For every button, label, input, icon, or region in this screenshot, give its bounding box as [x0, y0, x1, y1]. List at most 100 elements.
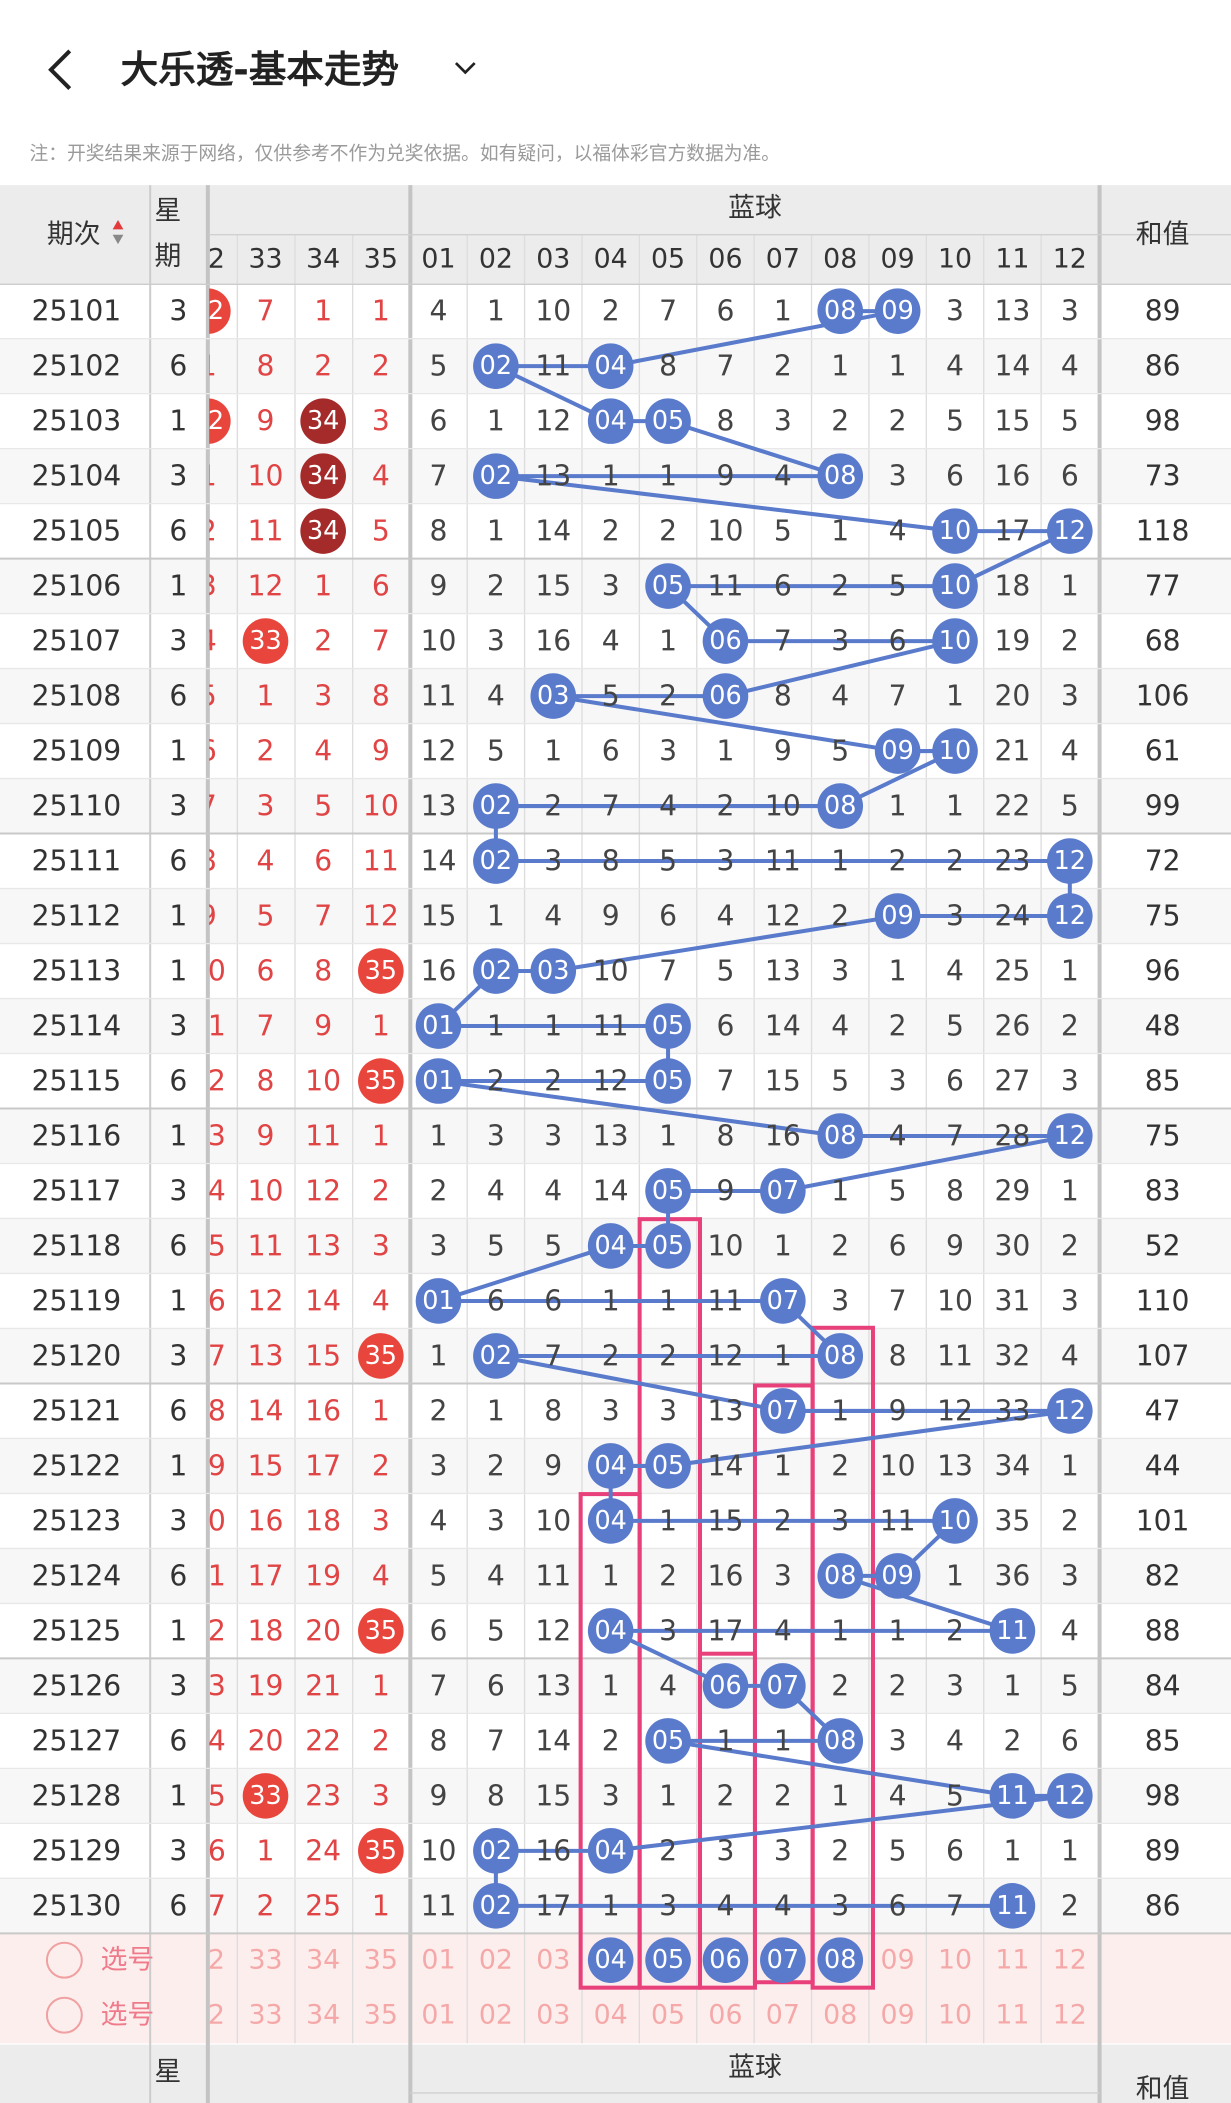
blue-omission: 16 — [535, 1834, 571, 1867]
blue-ball-number: 04 — [594, 351, 626, 381]
blue-omission: 2 — [1061, 1010, 1079, 1043]
pick-number[interactable]: 02 — [479, 2000, 513, 2031]
blue-omission: 1 — [1061, 955, 1079, 988]
column-group-header: 蓝球 — [728, 2052, 782, 2083]
red-ball-number: 35 — [365, 1616, 397, 1646]
sum: 47 — [1145, 1394, 1181, 1427]
pick-number[interactable]: 33 — [248, 2000, 282, 2031]
red-omission: 4 — [199, 625, 217, 658]
blue-omission: 7 — [774, 625, 792, 658]
pick-number[interactable]: 10 — [938, 1945, 972, 1976]
red-omission: 18 — [305, 1504, 341, 1537]
pick-number[interactable]: 34 — [306, 2000, 340, 2031]
blue-ball — [473, 343, 519, 389]
picked-ball[interactable] — [645, 1937, 691, 1983]
red-omission: 27 — [190, 1889, 226, 1922]
blue-omission: 20 — [995, 680, 1031, 713]
red-omission: 13 — [190, 1119, 226, 1152]
sum: 75 — [1145, 900, 1181, 933]
red-ball-number: 35 — [365, 956, 397, 986]
picked-number[interactable]: 06 — [709, 1945, 741, 1975]
blue-omission: 2 — [430, 1394, 448, 1427]
blue-ball-number: 05 — [652, 1011, 684, 1041]
blue-ball-number: 12 — [1054, 1396, 1086, 1426]
blue-omission: 4 — [831, 1010, 849, 1043]
pick-number[interactable]: 32 — [191, 1945, 225, 1976]
picked-number[interactable]: 04 — [594, 1945, 626, 1975]
pick-number[interactable]: 33 — [248, 1945, 282, 1976]
red-omission: 2 — [372, 350, 390, 383]
blue-omission: 9 — [889, 1394, 907, 1427]
weekday: 1 — [169, 955, 187, 988]
pick-number[interactable]: 08 — [823, 2000, 857, 2031]
pick-number[interactable]: 12 — [1053, 1945, 1087, 1976]
blue-omission: 4 — [487, 680, 505, 713]
blue-omission: 4 — [1061, 735, 1079, 768]
pick-number[interactable]: 32 — [191, 2000, 225, 2031]
blue-omission: 14 — [593, 1174, 629, 1207]
select-label[interactable]: 选号 — [101, 2000, 155, 2031]
blue-omission: 4 — [774, 1889, 792, 1922]
back-button[interactable] — [48, 49, 72, 90]
title-dropdown[interactable] — [454, 62, 476, 75]
pick-number[interactable]: 11 — [995, 2000, 1029, 2031]
blue-ball-number: 07 — [767, 1396, 799, 1426]
sum: 85 — [1145, 1065, 1181, 1098]
blue-ball — [587, 343, 634, 389]
sum: 44 — [1145, 1449, 1181, 1482]
picked-ball[interactable] — [817, 1937, 864, 1983]
pick-number[interactable]: 04 — [594, 2000, 628, 2031]
period: 25113 — [32, 955, 122, 988]
pick-number[interactable]: 01 — [421, 2000, 455, 2031]
picked-ball[interactable] — [760, 1937, 806, 1983]
blue-ball-number: 06 — [709, 1671, 741, 1701]
blue-omission: 6 — [1061, 1724, 1079, 1757]
blue-ball — [1047, 1773, 1093, 1819]
blue-omission: 2 — [831, 570, 849, 603]
pick-number[interactable]: 03 — [536, 2000, 570, 2031]
weekday: 6 — [169, 680, 187, 713]
blue-omission: 3 — [831, 955, 849, 988]
picked-ball[interactable] — [702, 1937, 749, 1983]
blue-omission: 4 — [716, 900, 734, 933]
select-checkbox[interactable] — [45, 1941, 83, 1979]
pick-number[interactable]: 09 — [881, 2000, 915, 2031]
blue-ball — [817, 1553, 864, 1599]
blue-ball-number: 04 — [594, 1231, 626, 1261]
blue-ball — [473, 1333, 519, 1379]
pick-number[interactable]: 35 — [364, 2000, 398, 2031]
picked-number[interactable]: 08 — [824, 1945, 856, 1975]
sort-up[interactable] — [112, 219, 124, 230]
blue-omission: 3 — [544, 1119, 562, 1152]
picked-number[interactable]: 07 — [767, 1945, 799, 1975]
pick-number[interactable]: 35 — [364, 1945, 398, 1976]
pick-number[interactable]: 11 — [995, 1945, 1029, 1976]
pick-number[interactable]: 12 — [1053, 2000, 1087, 2031]
weekday: 3 — [169, 1504, 187, 1537]
blue-omission: 1 — [1003, 1834, 1021, 1867]
column-number: 08 — [823, 243, 857, 274]
pick-number[interactable]: 03 — [536, 1945, 570, 1976]
pick-number[interactable]: 07 — [766, 2000, 800, 2031]
select-label[interactable]: 选号 — [101, 1945, 155, 1976]
blue-omission: 3 — [946, 1669, 964, 1702]
blue-omission: 2 — [602, 1339, 620, 1372]
pick-number[interactable]: 01 — [421, 1945, 455, 1976]
pick-number[interactable]: 10 — [938, 2000, 972, 2031]
blue-omission: 6 — [1061, 460, 1079, 493]
column-header: 星期 — [149, 2057, 180, 2103]
red-ball-number: 33 — [249, 626, 281, 656]
blue-omission: 1 — [1061, 1174, 1079, 1207]
pick-number[interactable]: 09 — [881, 1945, 915, 1976]
pick-number[interactable]: 34 — [306, 1945, 340, 1976]
picked-ball[interactable] — [587, 1937, 634, 1983]
pick-number[interactable]: 02 — [479, 1945, 513, 1976]
red-ball — [358, 1333, 404, 1379]
blue-ball — [645, 1003, 691, 1049]
blue-ball — [760, 1278, 806, 1324]
select-checkbox[interactable] — [45, 1996, 83, 2034]
red-omission: 14 — [248, 1394, 284, 1427]
pick-number[interactable]: 06 — [708, 2000, 742, 2031]
picked-number[interactable]: 05 — [652, 1945, 684, 1975]
pick-number[interactable]: 05 — [651, 2000, 685, 2031]
